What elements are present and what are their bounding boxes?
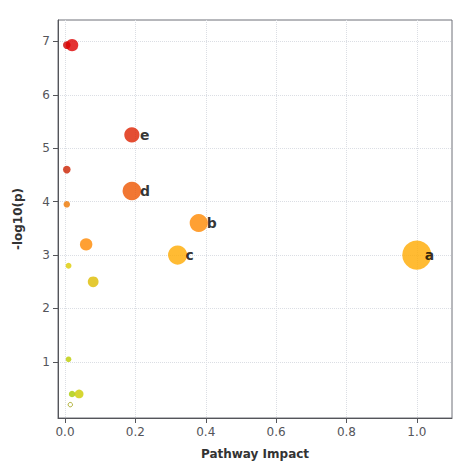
svg-text:7: 7	[42, 34, 50, 48]
svg-text:6: 6	[42, 88, 50, 102]
svg-text:d: d	[140, 183, 150, 199]
svg-text:0.4: 0.4	[196, 425, 215, 439]
svg-text:b: b	[207, 215, 217, 231]
svg-text:3: 3	[42, 248, 50, 262]
svg-text:5: 5	[42, 141, 50, 155]
svg-text:1.0: 1.0	[407, 425, 426, 439]
svg-text:4: 4	[42, 195, 50, 209]
svg-text:Pathway Impact: Pathway Impact	[201, 447, 309, 461]
svg-text:a: a	[425, 247, 434, 263]
svg-text:0.8: 0.8	[337, 425, 356, 439]
svg-text:0.6: 0.6	[267, 425, 286, 439]
svg-text:e: e	[140, 127, 150, 143]
svg-text:2: 2	[42, 301, 50, 315]
svg-text:1: 1	[42, 355, 50, 369]
svg-text:-log10(p): -log10(p)	[11, 188, 25, 250]
svg-text:c: c	[186, 247, 194, 263]
svg-text:0.0: 0.0	[55, 425, 74, 439]
svg-text:0.2: 0.2	[126, 425, 145, 439]
